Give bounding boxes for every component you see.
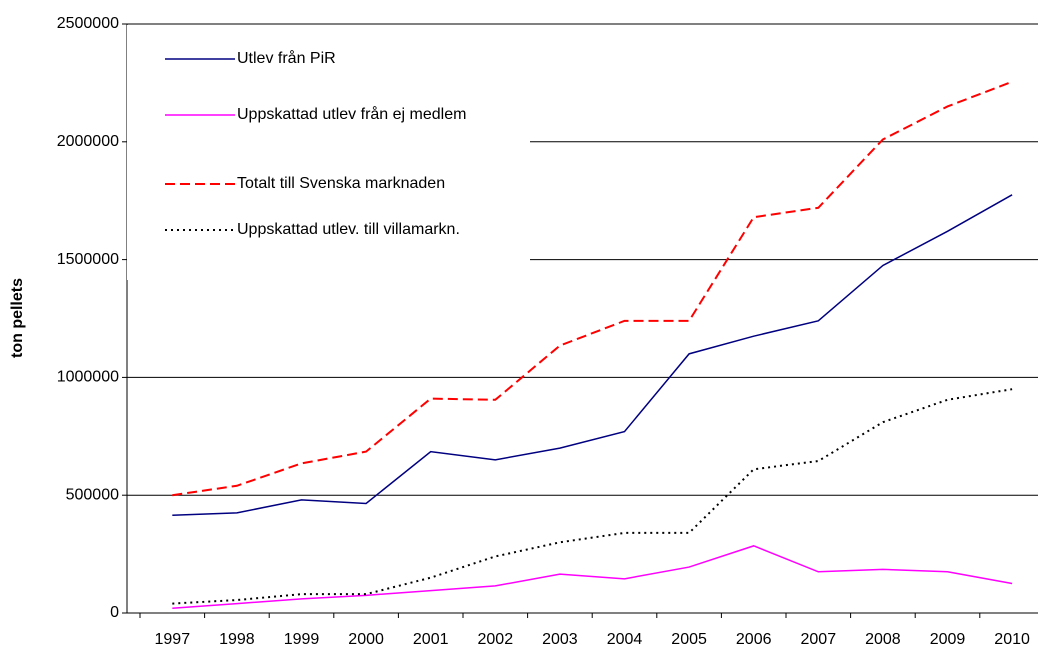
y-tick-label: 2500000 [57,15,119,32]
legend-label: Uppskattad utlev från ej medlem [237,106,467,123]
series-line [172,388,1013,605]
legend-swatch [165,183,235,185]
legend: Utlev från PiR Uppskattad utlev från ej m… [127,25,530,280]
x-tick-label: 2006 [736,631,772,648]
x-tick-label: 1998 [219,631,255,648]
y-tick-label: 0 [110,604,119,621]
x-tick-label: 2001 [413,631,449,648]
legend-item: Uppskattad utlev. till villamarkn. [165,218,467,242]
series-line [172,545,1013,610]
y-axis-title: ton pellets [9,278,26,358]
x-tick-label: 1999 [284,631,320,648]
x-tick-label: 2000 [348,631,384,648]
x-tick-label: 2007 [801,631,837,648]
x-tick-label: 2009 [930,631,966,648]
legend-label: Totalt till Svenska marknaden [237,175,446,192]
legend-label: Utlev från PiR [237,50,336,67]
legend-label: Uppskattad utlev. till villamarkn. [237,221,460,238]
x-tick-label: 2008 [865,631,901,648]
x-tick-label: 2004 [607,631,643,648]
legend-swatch [165,114,235,116]
y-tick-label: 2000000 [57,133,119,150]
y-tick-label: 1000000 [57,369,119,386]
legend-item: Totalt till Svenska marknaden [165,172,467,196]
x-tick-label: 2003 [542,631,578,648]
series-line [172,194,1013,516]
legend-item: Utlev från PiR [165,47,467,71]
series-line [172,80,1013,497]
x-tick-label: 1997 [155,631,191,648]
y-tick-label: 1500000 [57,251,119,268]
legend-item: Uppskattad utlev från ej medlem [165,103,467,127]
x-tick-label: 2010 [994,631,1030,648]
legend-swatch [165,58,235,60]
y-tick-label: 500000 [66,486,119,503]
x-tick-label: 2002 [478,631,514,648]
x-tick-label: 2005 [671,631,707,648]
legend-swatch [165,229,235,231]
